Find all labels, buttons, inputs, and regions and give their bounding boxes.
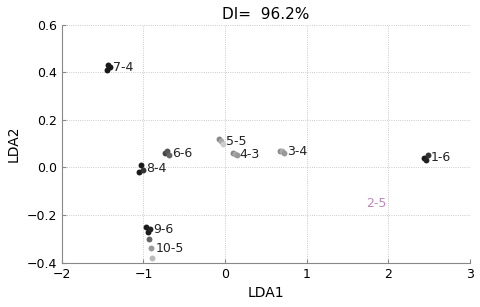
Point (144, 229, 152, 234)
Text: 9-6: 9-6 (153, 223, 173, 236)
Point (218, 141, 226, 146)
Point (106, 65, 114, 70)
Text: 2-5: 2-5 (366, 196, 386, 210)
Text: 6-6: 6-6 (172, 147, 192, 160)
Point (279, 151, 287, 156)
Text: 1-6: 1-6 (430, 151, 450, 164)
Point (232, 153, 240, 158)
Point (165, 153, 172, 158)
Text: 8-4: 8-4 (145, 162, 166, 176)
Text: 7-4: 7-4 (113, 61, 133, 74)
Point (163, 148, 170, 153)
Point (146, 227, 154, 232)
Point (145, 236, 153, 241)
Point (138, 167, 146, 172)
Point (214, 136, 222, 141)
Point (230, 152, 238, 157)
Point (421, 158, 429, 163)
Y-axis label: LDA2: LDA2 (7, 125, 21, 162)
Point (276, 148, 283, 153)
Title: DI=  96.2%: DI= 96.2% (222, 7, 309, 22)
Point (135, 170, 143, 175)
Point (148, 255, 156, 260)
Point (423, 153, 431, 158)
Text: 5-5: 5-5 (226, 135, 246, 148)
X-axis label: LDA1: LDA1 (247, 286, 284, 300)
Point (161, 151, 169, 156)
Point (278, 148, 286, 153)
Text: 3-4: 3-4 (287, 145, 307, 158)
Point (137, 162, 144, 167)
Text: 4-3: 4-3 (240, 148, 260, 161)
Point (104, 63, 112, 68)
Point (229, 151, 237, 156)
Point (103, 67, 110, 72)
Point (419, 155, 427, 160)
Point (216, 139, 224, 144)
Point (142, 224, 149, 229)
Point (146, 246, 154, 251)
Text: 10-5: 10-5 (156, 242, 184, 255)
